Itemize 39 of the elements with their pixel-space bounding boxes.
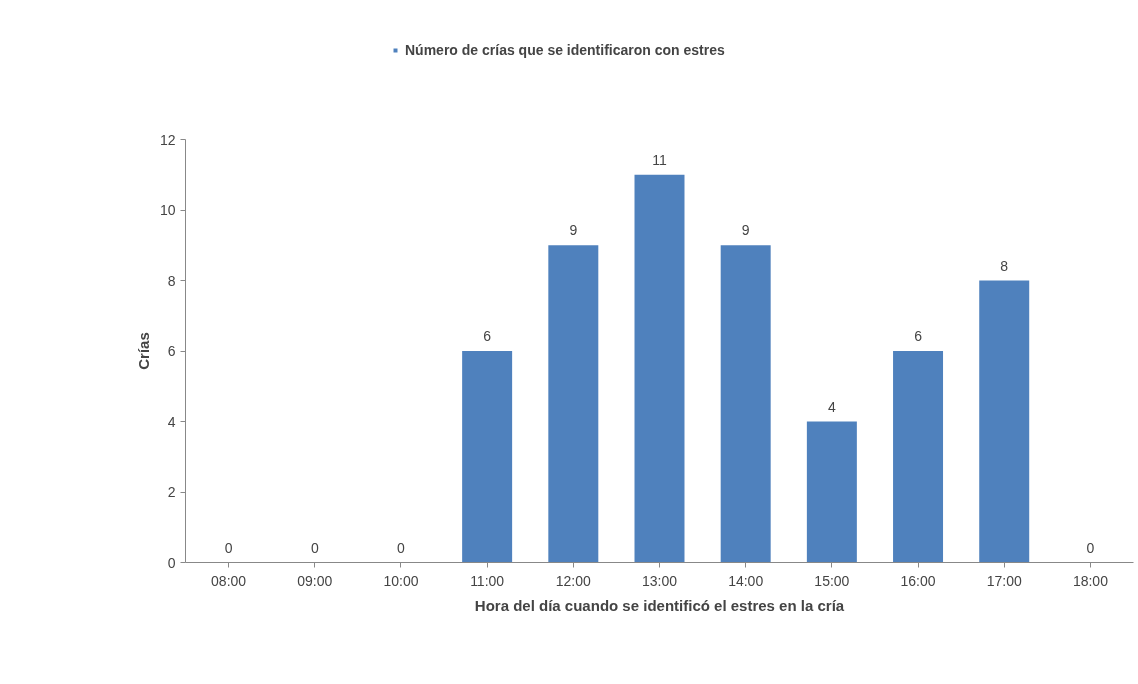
x-axis-title: Hora del día cuando se identificó el estres en la cría (474, 596, 845, 614)
data-label: 9 (569, 222, 578, 239)
data-label: 0 (224, 539, 233, 556)
x-tick-label: 14:00 (728, 572, 764, 589)
bar (548, 245, 599, 563)
legend-label: Número de crías que se identificaron con estres (405, 42, 725, 58)
x-tick-label: 09:00 (297, 572, 333, 589)
data-label: 0 (397, 539, 406, 556)
x-tick-label: 11:00 (470, 572, 505, 589)
y-tick-label: 8 (167, 272, 176, 289)
x-tick-label: 08:00 (211, 572, 247, 589)
x-tick-label: 16:00 (900, 572, 936, 589)
x-tick-label: 13:00 (641, 572, 678, 589)
x-tick-label: 12:00 (555, 572, 592, 589)
data-label: 0 (310, 539, 319, 556)
data-label: 0 (1086, 539, 1095, 556)
bar (806, 421, 857, 563)
y-tick-label: 12 (159, 131, 176, 148)
y-tick-label: 6 (167, 343, 176, 359)
y-axis-title: Crías (134, 332, 152, 370)
y-tick-label: 0 (167, 554, 176, 571)
x-tick-label: 18:00 (1072, 572, 1109, 589)
bar (462, 351, 513, 563)
y-tick-label: 2 (167, 484, 176, 500)
y-tick-label: 4 (167, 413, 176, 430)
data-label: 8 (1000, 257, 1009, 274)
x-tick-label: 15:00 (814, 572, 850, 589)
data-label: 6 (914, 328, 923, 344)
data-label: 6 (483, 328, 492, 344)
bar (634, 174, 685, 563)
bar (979, 280, 1030, 563)
y-tick-label: 10 (159, 202, 176, 218)
data-label: 9 (741, 222, 750, 239)
x-tick-label: 10:00 (383, 572, 419, 589)
data-label: 11 (652, 151, 667, 168)
data-label: 4 (827, 398, 836, 415)
bar (720, 245, 771, 563)
bar (893, 351, 944, 563)
x-tick-label: 17:00 (986, 572, 1022, 589)
